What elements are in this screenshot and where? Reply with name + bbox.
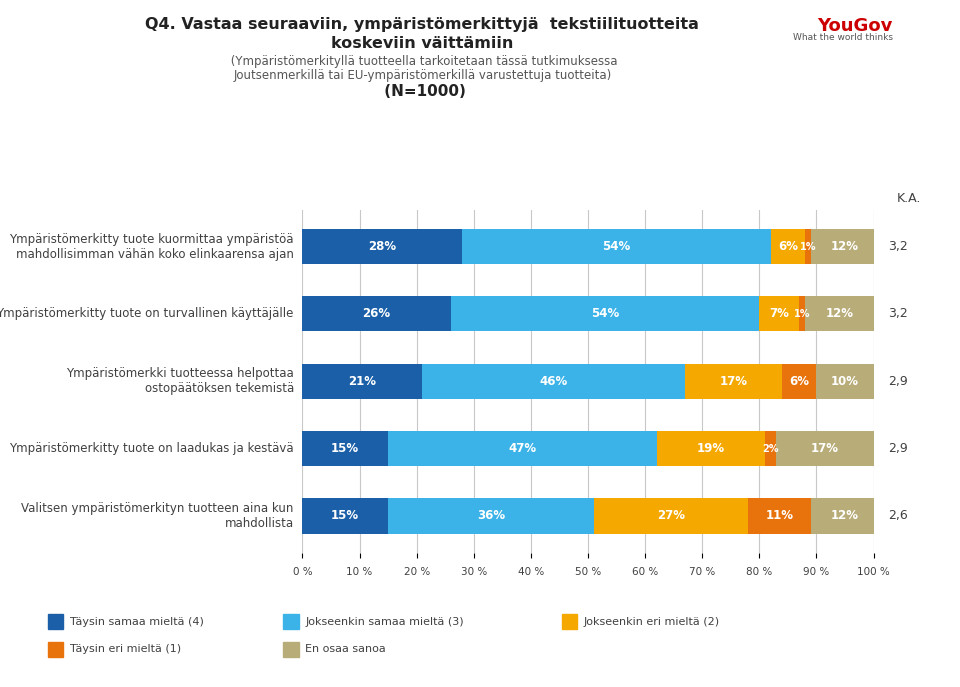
Text: 20 %: 20 % [403,567,430,576]
Text: 12%: 12% [831,510,859,523]
Bar [800,296,805,331]
Text: (Ympäristömerkityllä tuotteella tarkoitetaan tässä tutkimuksessa: (Ympäristömerkityllä tuotteella tarkoite… [228,55,617,68]
Text: 10%: 10% [831,375,859,387]
Text: 7%: 7% [769,307,789,320]
Bar [388,499,593,534]
Bar [593,499,748,534]
Text: 3,2: 3,2 [888,240,907,253]
Text: Ympäristömerkitty tuote kuormittaa ympäristöä
mahdollisimman vähän koko elinkaar: Ympäristömerkitty tuote kuormittaa ympär… [10,233,294,260]
Text: 26%: 26% [363,307,391,320]
Text: Joutsenmerkillä tai EU-ympäristömerkillä varustettuja tuotteita): Joutsenmerkillä tai EU-ympäristömerkillä… [233,69,612,82]
Bar [463,229,771,264]
Text: 6%: 6% [789,375,809,387]
Bar [765,431,777,466]
Text: 1%: 1% [800,242,816,251]
Text: Jokseenkin samaa mieltä (3): Jokseenkin samaa mieltä (3) [305,617,464,627]
Text: 15%: 15% [331,510,359,523]
Bar [302,364,422,398]
Text: 1%: 1% [794,309,810,319]
Text: Jokseenkin eri mieltä (2): Jokseenkin eri mieltä (2) [584,617,720,627]
Text: 17%: 17% [811,442,839,455]
Bar [748,499,811,534]
Bar [782,364,816,398]
Text: 2,9: 2,9 [888,442,907,455]
Bar [771,229,805,264]
Text: 0 %: 0 % [293,567,312,576]
Text: 15%: 15% [331,442,359,455]
Text: 12%: 12% [826,307,853,320]
Bar [657,431,765,466]
Text: 54%: 54% [591,307,619,320]
Text: (N=1000): (N=1000) [379,84,466,99]
Bar [759,296,800,331]
Text: K.A.: K.A. [897,192,921,205]
Text: Täysin samaa mieltä (4): Täysin samaa mieltä (4) [70,617,204,627]
Text: 10 %: 10 % [347,567,372,576]
Bar [685,364,782,398]
Bar [422,364,685,398]
Bar [816,364,874,398]
Bar [811,229,879,264]
Text: 11%: 11% [765,510,793,523]
Text: koskeviin väittämiin: koskeviin väittämiin [331,36,514,51]
Text: 12%: 12% [831,240,859,253]
Text: 100 %: 100 % [857,567,890,576]
Bar [302,499,388,534]
Bar [777,431,874,466]
Text: 60 %: 60 % [632,567,659,576]
Text: 6%: 6% [778,240,798,253]
Bar [302,431,388,466]
Text: YouGov: YouGov [817,17,893,35]
Text: 47%: 47% [508,442,537,455]
Text: Valitsen ympäristömerkityn tuotteen aina kun
mahdollista: Valitsen ympäristömerkityn tuotteen aina… [21,502,294,530]
Text: En osaa sanoa: En osaa sanoa [305,644,386,654]
Bar [451,296,759,331]
Bar [805,296,874,331]
Text: 27%: 27% [657,510,684,523]
Text: 17%: 17% [720,375,748,387]
Text: 21%: 21% [348,375,376,387]
Text: 30 %: 30 % [461,567,487,576]
Text: 3,2: 3,2 [888,307,907,320]
Bar [302,229,463,264]
Text: 2,9: 2,9 [888,375,907,387]
Bar [302,296,451,331]
Text: 70 %: 70 % [689,567,715,576]
Text: 2%: 2% [762,444,779,453]
Text: 19%: 19% [697,442,725,455]
Text: 80 %: 80 % [746,567,773,576]
Text: Ympäristömerkitty tuote on turvallinen käyttäjälle: Ympäristömerkitty tuote on turvallinen k… [0,307,294,320]
Text: Q4. Vastaa seuraaviin, ympäristömerkittyjä  tekstiilituotteita: Q4. Vastaa seuraaviin, ympäristömerkitty… [146,17,699,32]
Text: 50 %: 50 % [575,567,601,576]
Text: What the world thinks: What the world thinks [793,33,893,42]
Text: 54%: 54% [603,240,631,253]
Bar [811,499,879,534]
Text: 36%: 36% [477,510,505,523]
Text: 2,6: 2,6 [888,510,907,523]
Text: 90 %: 90 % [804,567,829,576]
Text: 46%: 46% [540,375,568,387]
Bar [805,229,811,264]
Text: 28%: 28% [369,240,396,253]
Text: Täysin eri mieltä (1): Täysin eri mieltä (1) [70,644,181,654]
Text: Ympäristömerkki tuotteessa helpottaa
ostopäätöksen tekemistä: Ympäristömerkki tuotteessa helpottaa ost… [66,368,294,395]
Text: 40 %: 40 % [517,567,544,576]
Bar [388,431,657,466]
Text: Ympäristömerkitty tuote on laadukas ja kestävä: Ympäristömerkitty tuote on laadukas ja k… [10,442,294,455]
